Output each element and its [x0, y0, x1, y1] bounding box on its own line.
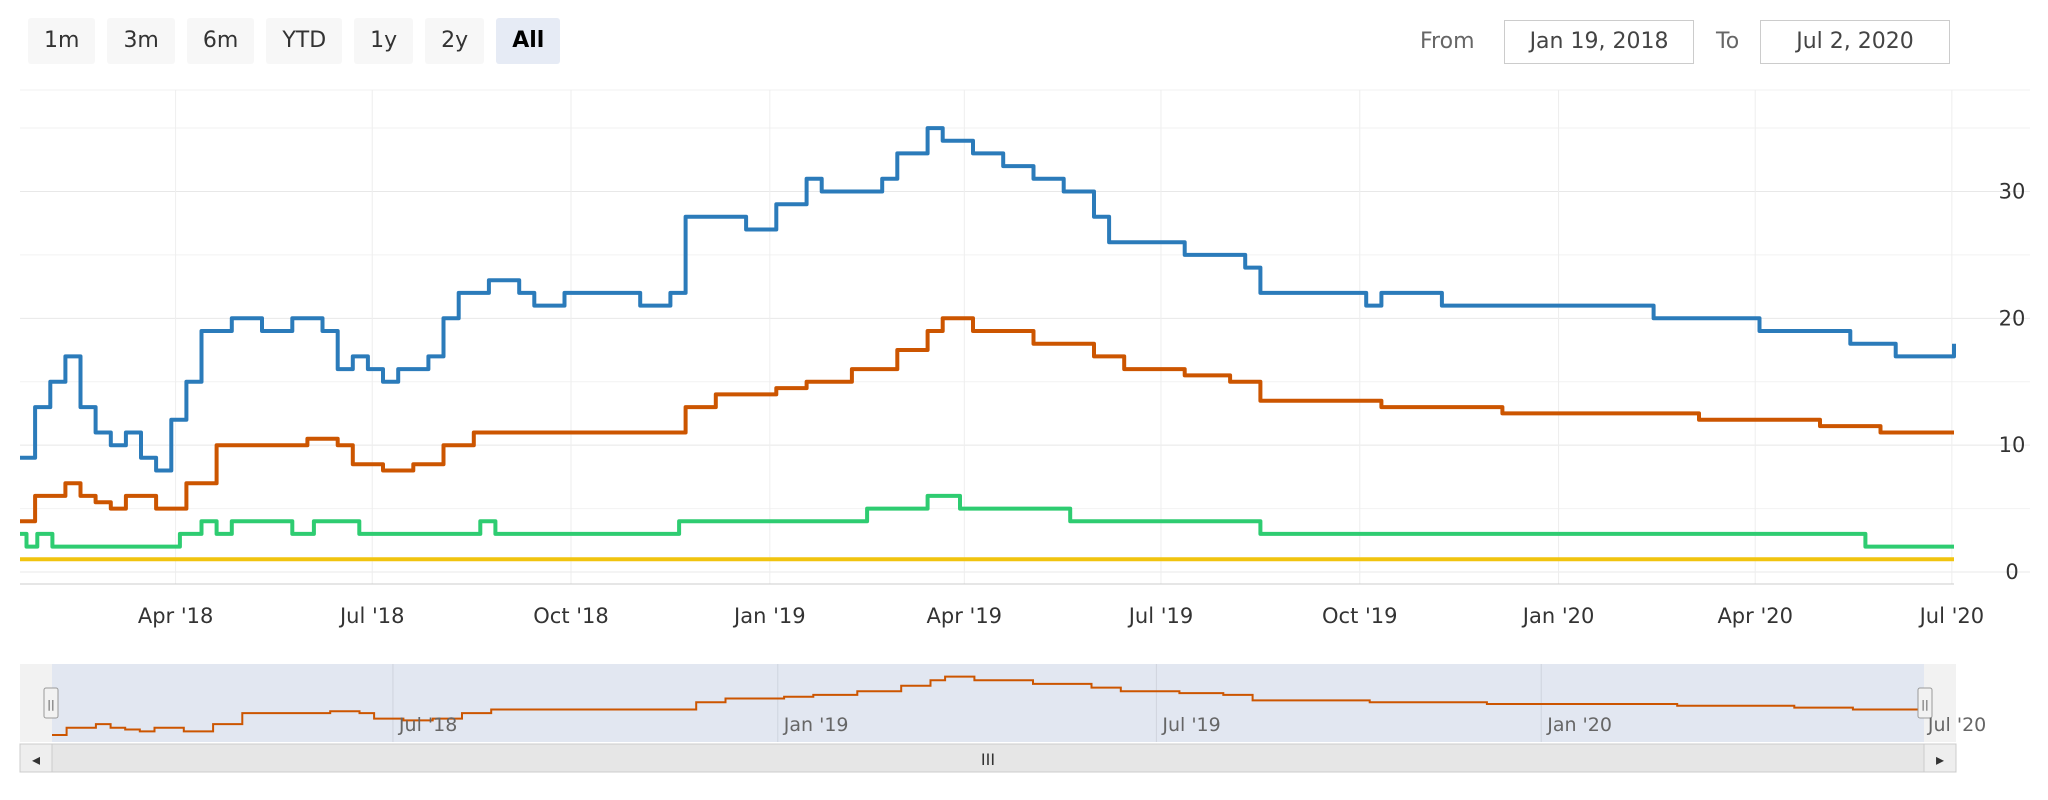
scrollbar-grip-icon: III [981, 750, 995, 769]
from-date-input[interactable]: Jan 19, 2018 [1504, 20, 1694, 64]
x-tick-label: Apr '19 [927, 604, 1003, 628]
range-button-all[interactable]: All [496, 18, 561, 64]
range-button-2y[interactable]: 2y [425, 18, 485, 64]
scrollbar-left-arrow-icon: ◂ [32, 750, 40, 769]
y-tick-label: 0 [2005, 560, 2018, 584]
navigator-right-handle[interactable] [1917, 687, 1933, 719]
navigator-x-tick-label: Jul '20 [1927, 714, 1986, 736]
navigator-left-handle-grip: || [47, 698, 54, 711]
navigator-x-ticks: Jul '18 Jan '19 Jul '19 Jan '20 Jul '20 [398, 714, 1986, 736]
to-label: To [1716, 29, 1740, 54]
y-axis-ticks: 0 10 20 30 [1999, 179, 2026, 584]
scrollbar[interactable]: ◂ ▸ III [19, 743, 1957, 773]
y-tick-label: 30 [1999, 179, 2026, 203]
x-tick-label: Jul '19 [1127, 604, 1194, 628]
navigator-x-tick-label: Jul '18 [398, 714, 457, 736]
series-green-line [20, 493, 1954, 549]
navigator-left-handle[interactable] [43, 687, 59, 719]
navigator-x-tick-label: Jan '19 [783, 714, 849, 736]
range-button-1m[interactable]: 1m [28, 18, 96, 64]
x-tick-label: Oct '19 [1322, 604, 1397, 628]
from-label: From [1420, 29, 1475, 54]
range-button-ytd[interactable]: YTD [266, 18, 343, 64]
series-orange-line [20, 316, 1954, 524]
y-tick-label: 10 [1999, 433, 2026, 457]
y-tick-label: 20 [1999, 306, 2026, 330]
range-selector: 1m 3m 6m YTD 1y 2y All [28, 18, 561, 64]
range-button-3m[interactable]: 3m [107, 18, 175, 64]
range-button-1y[interactable]: 1y [354, 18, 414, 64]
navigator-x-tick-label: Jan '20 [1546, 714, 1612, 736]
scrollbar-thumb[interactable] [51, 743, 1925, 773]
x-axis-ticks: Apr '18 Jul '18 Oct '18 Jan '19 Apr '19 Jul '… [138, 604, 1984, 628]
x-tick-label: Oct '18 [533, 604, 608, 628]
range-button-6m[interactable]: 6m [186, 18, 255, 64]
navigator-x-tick-label: Jul '19 [1161, 714, 1220, 736]
scrollbar-right-button[interactable] [1923, 743, 1957, 773]
x-tick-label: Jan '19 [732, 604, 806, 628]
x-tick-label: Apr '20 [1717, 604, 1793, 628]
navigator-right-handle-grip: || [1921, 698, 1928, 711]
scrollbar-left-button[interactable] [19, 743, 53, 773]
chart-series [20, 126, 1956, 562]
series-blue-line [20, 126, 1956, 473]
scrollbar-right-arrow-icon: ▸ [1936, 750, 1944, 769]
navigator-series-line [52, 675, 1924, 736]
navigator[interactable]: || || Jul '18 Jan '19 Jul '19 Jan '20 Jul '2… [20, 664, 1986, 742]
x-tick-label: Jul '18 [338, 604, 405, 628]
x-tick-label: Jan '20 [1521, 604, 1595, 628]
x-tick-label: Apr '18 [138, 604, 214, 628]
to-date-input[interactable]: Jul 2, 2020 [1760, 20, 1950, 64]
x-tick-label: Jul '20 [1918, 604, 1985, 628]
